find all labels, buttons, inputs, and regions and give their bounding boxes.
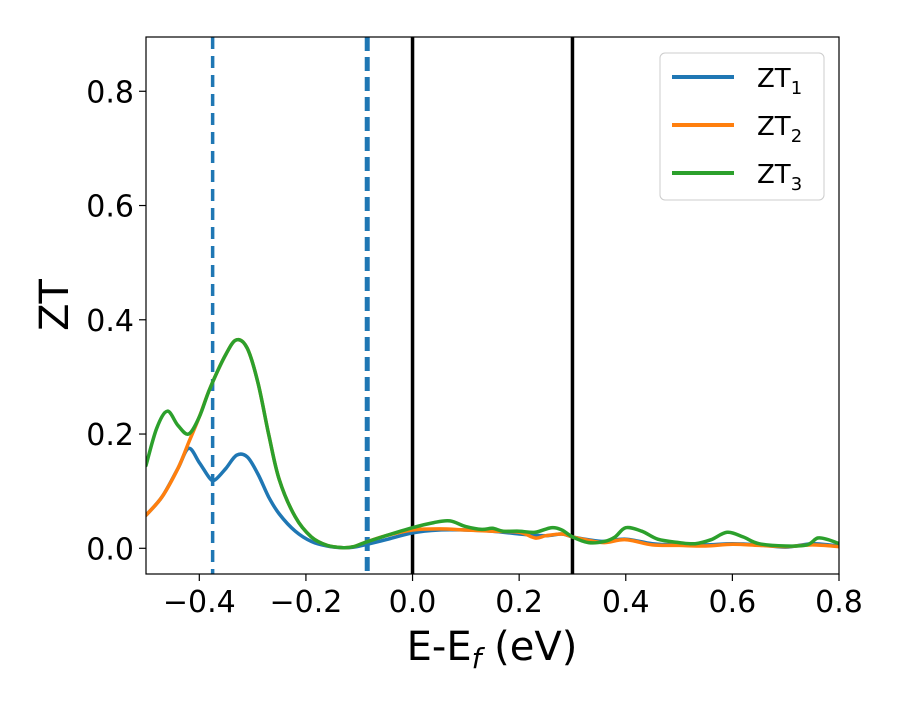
series-line-zt3 [146, 337, 839, 550]
x-tick-label: 0.2 [495, 585, 543, 620]
vertical-marker-lines [210, 37, 575, 574]
x-tick-label: −0.4 [163, 585, 236, 620]
legend-label-zt1: ZT1 [757, 64, 802, 99]
legend-label-zt2: ZT2 [757, 112, 802, 147]
y-axis-label: ZT [32, 279, 78, 331]
y-tick-label: 0.4 [86, 304, 134, 339]
x-axis-ticks: −0.4 −0.2 0.0 0.2 0.4 0.6 0.8 [163, 574, 863, 620]
legend-box [659, 52, 825, 201]
x-tick-label: 0.0 [389, 585, 437, 620]
y-tick-label: 0.2 [86, 418, 134, 453]
legend: ZT1 ZT2 ZT3 [659, 52, 825, 201]
plot-frame [145, 36, 840, 575]
x-axis-label: E-Ef (eV) [407, 624, 578, 675]
series-lines [146, 337, 839, 550]
y-tick-label: 0.6 [86, 190, 134, 225]
y-tick-label: 0.0 [86, 532, 134, 567]
x-tick-label: 0.6 [709, 585, 757, 620]
x-axis-label-unit: (eV) [481, 624, 577, 670]
x-axis-label-main: E-E [407, 624, 472, 670]
x-tick-label: 0.8 [815, 585, 863, 620]
legend-label-zt3: ZT3 [757, 160, 802, 195]
y-tick-label: 0.8 [86, 75, 134, 110]
x-tick-label: −0.2 [269, 585, 342, 620]
x-tick-label: 0.4 [602, 585, 650, 620]
y-axis-ticks: 0.0 0.2 0.4 0.6 0.8 [86, 75, 146, 567]
